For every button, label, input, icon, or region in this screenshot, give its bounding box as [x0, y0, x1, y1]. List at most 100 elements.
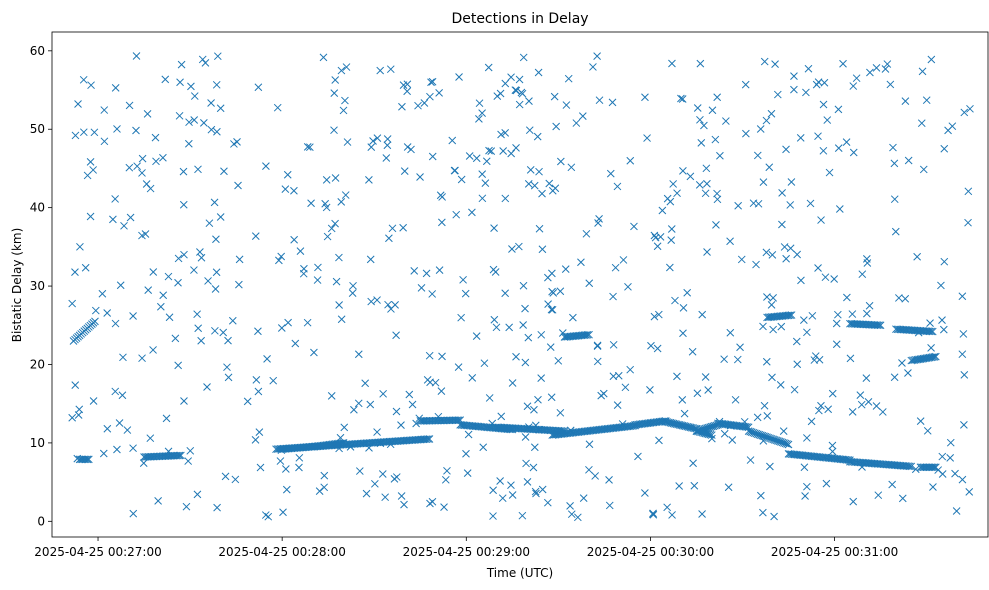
- data-point: [186, 446, 195, 455]
- data-point: [299, 269, 308, 278]
- data-point: [200, 119, 208, 127]
- data-point: [422, 269, 431, 278]
- data-point: [763, 412, 772, 420]
- data-point: [379, 389, 387, 398]
- data-point: [821, 273, 830, 282]
- data-point: [405, 390, 414, 399]
- data-point: [519, 321, 527, 329]
- data-point: [303, 318, 312, 327]
- data-point: [697, 139, 706, 147]
- data-point: [369, 137, 377, 145]
- data-point: [736, 343, 744, 352]
- data-point: [434, 412, 443, 421]
- data-point: [125, 163, 134, 172]
- data-point: [726, 421, 735, 430]
- data-point: [84, 455, 93, 464]
- data-point: [876, 321, 885, 330]
- data-point: [544, 300, 552, 308]
- data-point: [151, 133, 160, 142]
- data-point: [438, 218, 446, 227]
- data-point: [365, 444, 373, 452]
- data-point: [362, 489, 371, 498]
- data-point: [925, 327, 934, 336]
- data-point: [355, 467, 364, 475]
- data-point: [386, 440, 395, 449]
- data-point: [951, 469, 959, 478]
- data-point: [443, 466, 451, 475]
- data-point: [156, 302, 165, 311]
- data-point: [221, 472, 230, 481]
- data-point: [803, 328, 811, 337]
- data-point: [383, 135, 392, 143]
- data-point: [152, 157, 160, 166]
- y-tick-label: 50: [30, 122, 45, 136]
- data-point: [597, 391, 606, 400]
- data-point: [964, 187, 973, 196]
- data-point: [190, 266, 198, 274]
- data-point: [585, 440, 594, 449]
- x-tick-label: 2025-04-25 00:31:00: [771, 545, 898, 559]
- data-point: [839, 59, 847, 68]
- data-point: [913, 252, 921, 261]
- data-point: [371, 479, 379, 488]
- y-axis-label: Bistatic Delay (km): [10, 228, 24, 343]
- data-point: [174, 361, 183, 370]
- data-point: [438, 193, 446, 201]
- data-point: [548, 305, 557, 314]
- data-point: [123, 426, 132, 434]
- data-point: [489, 486, 497, 495]
- data-point: [75, 405, 84, 414]
- data-point: [497, 412, 506, 421]
- data-point: [530, 181, 539, 190]
- data-point: [828, 447, 837, 456]
- data-point: [556, 157, 565, 166]
- data-point: [223, 363, 231, 372]
- data-point: [205, 219, 214, 228]
- data-point: [100, 137, 109, 146]
- data-point: [806, 199, 815, 208]
- data-point: [782, 254, 791, 263]
- data-point: [518, 89, 527, 98]
- data-point: [611, 263, 620, 272]
- data-point: [701, 189, 710, 198]
- data-point: [103, 424, 112, 433]
- data-point: [440, 503, 448, 511]
- data-point: [823, 116, 832, 124]
- data-point: [771, 60, 779, 68]
- data-point: [566, 426, 575, 435]
- data-point: [701, 373, 710, 381]
- data-point: [233, 138, 241, 146]
- data-point: [392, 407, 401, 416]
- data-point: [201, 58, 210, 67]
- data-point: [858, 270, 867, 279]
- data-point: [173, 451, 182, 460]
- data-point: [331, 174, 340, 182]
- data-point: [702, 164, 711, 173]
- data-point: [664, 418, 673, 427]
- data-point: [548, 287, 556, 296]
- data-point: [677, 421, 685, 430]
- data-point: [496, 477, 504, 485]
- data-point: [914, 328, 923, 337]
- y-tick-label: 20: [30, 357, 45, 371]
- data-point: [398, 102, 406, 111]
- data-point: [475, 115, 483, 123]
- data-point: [680, 409, 689, 418]
- data-point: [753, 151, 762, 160]
- data-point: [535, 224, 544, 233]
- data-point: [784, 440, 793, 449]
- data-point: [663, 418, 672, 426]
- data-point: [81, 455, 90, 464]
- data-point: [585, 330, 593, 339]
- data-point: [180, 250, 188, 259]
- data-point: [679, 329, 687, 338]
- data-point: [120, 221, 128, 230]
- data-point: [667, 225, 676, 233]
- x-axis: 2025-04-25 00:27:00 2025-04-25 00:28:00 20…: [34, 537, 898, 559]
- data-point: [713, 93, 722, 102]
- data-point: [193, 310, 201, 319]
- data-point: [343, 138, 352, 146]
- data-point: [331, 219, 339, 228]
- data-point: [952, 507, 961, 515]
- data-point: [384, 300, 392, 309]
